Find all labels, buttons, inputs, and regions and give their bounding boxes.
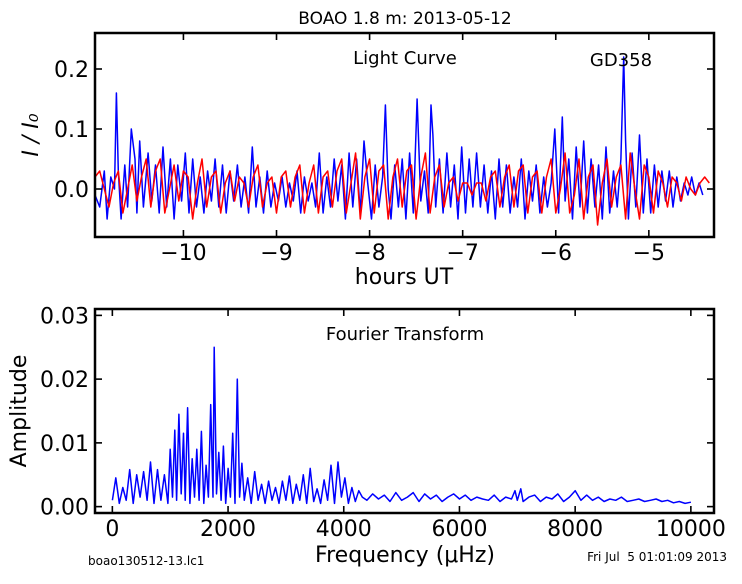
fourier-ytick-label: 0.02	[40, 368, 89, 393]
fourier-ft-line	[111, 346, 692, 505]
light-curve-ytick-label: 0.1	[54, 118, 89, 143]
fourier-ytick-label: 0.00	[40, 496, 89, 521]
fourier-ticks: 0 2000 4000 6000 8000 10000 0.00 0.01 0.02 0.03	[40, 304, 726, 542]
light-curve-ticks: −10 −9 −8 −7 −6 −5 0.0 0.1 0.2	[54, 33, 714, 266]
footer-filename: boao130512-13.lc1	[88, 554, 204, 568]
fourier-xtick-label: 8000	[547, 517, 603, 542]
fourier-panel: 0 2000 4000 6000 8000 10000 0.00 0.01 0.02 0.03 F…	[7, 304, 726, 568]
fourier-series-group	[111, 346, 692, 505]
fourier-xtick-label: 2000	[200, 517, 256, 542]
light-curve-xtick-label: −10	[160, 241, 206, 266]
light-curve-series-group	[95, 56, 710, 226]
light-curve-xtick-label: −6	[540, 241, 572, 266]
figure-title: BOAO 1.8 m: 2013-05-12	[298, 9, 512, 29]
light-curve-observed-line	[95, 56, 704, 220]
fourier-ytick-label: 0.03	[40, 304, 89, 329]
fourier-xtick-label: 0	[105, 517, 119, 542]
fourier-xtick-label: 10000	[656, 517, 726, 542]
star-label: GD358	[590, 50, 652, 71]
light-curve-xtick-label: −5	[633, 241, 665, 266]
light-curve-ytick-label: 0.2	[54, 58, 89, 83]
fourier-xtick-label: 4000	[316, 517, 372, 542]
fourier-xlabel: Frequency (μHz)	[315, 543, 495, 568]
light-curve-panel: −10 −9 −8 −7 −6 −5 0.0 0.1 0.2 Light Curve GD358…	[19, 31, 716, 290]
footer-timestamp: Fri Jul 5 01:01:09 2013	[587, 550, 727, 564]
fourier-ylabel: Amplitude	[7, 355, 32, 468]
light-curve-xtick-label: −7	[446, 241, 478, 266]
light-curve-model-line	[95, 152, 710, 226]
light-curve-xtick-label: −8	[353, 241, 385, 266]
fourier-frame	[93, 307, 716, 515]
light-curve-ytick-label: 0.0	[54, 178, 89, 203]
fourier-ytick-label: 0.01	[40, 432, 89, 457]
light-curve-frame	[93, 31, 716, 239]
light-curve-inset-title: Light Curve	[353, 48, 457, 69]
light-curve-ylabel: I / I₀	[19, 113, 44, 156]
light-curve-xlabel: hours UT	[355, 265, 454, 290]
fourier-xtick-label: 6000	[431, 517, 487, 542]
fourier-inset-title: Fourier Transform	[326, 324, 484, 345]
light-curve-xtick-label: −9	[260, 241, 292, 266]
